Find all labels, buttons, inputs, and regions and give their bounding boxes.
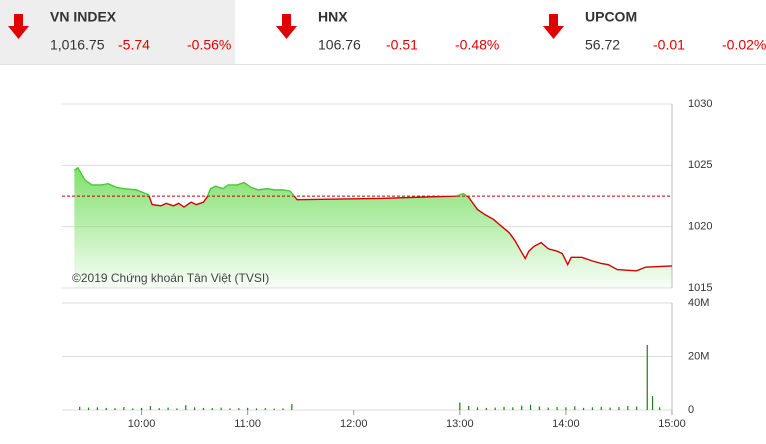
index-value: 1,016.75 — [50, 37, 105, 53]
volume-bar — [176, 408, 178, 410]
volume-bar — [291, 404, 293, 410]
index-name: HNX — [318, 9, 348, 25]
volume-bar — [591, 407, 594, 410]
y-tick-label: 1015 — [688, 282, 712, 294]
down-arrow — [8, 14, 29, 39]
active-tab — [0, 0, 235, 64]
volume-bar — [659, 407, 661, 410]
volume-bar — [140, 407, 143, 410]
volume-bar — [238, 408, 240, 410]
header: VN INDEX 1,016.75 -5.74 -0.56% HNX 106.76 -0.5… — [8, 9, 766, 53]
index-percent: -0.56% — [187, 37, 231, 53]
index-name: VN INDEX — [50, 9, 117, 25]
down-arrow — [543, 14, 564, 39]
x-tick-label: 15:00 — [658, 418, 686, 430]
watermark: ©2019 Chứng khoán Tân Việt (TVSI) — [72, 271, 269, 285]
down-arrow — [276, 14, 297, 39]
x-tick-label: 11:00 — [234, 418, 261, 430]
volume-bar — [582, 407, 585, 410]
volume-bar — [211, 408, 213, 410]
volume-bar — [247, 407, 249, 410]
volume-bar — [556, 407, 558, 410]
volume-bar — [503, 406, 505, 410]
volume-bar — [512, 407, 514, 410]
y-tick-label: 0 — [688, 404, 694, 416]
volume-bar — [494, 407, 496, 410]
volume-bar — [609, 407, 611, 410]
volume-bar — [264, 408, 266, 410]
volume-bar — [79, 406, 81, 410]
index-change: -5.74 — [118, 37, 150, 53]
y-tick-label: 1025 — [688, 159, 712, 171]
index-panel[interactable]: HNX 106.76 -0.51 -0.48% — [276, 9, 499, 53]
volume-bar — [105, 407, 107, 410]
index-panel[interactable]: VN INDEX 1,016.75 -5.74 -0.56% — [8, 9, 231, 53]
x-tick-label: 10:00 — [128, 418, 156, 430]
volume-bar — [476, 407, 479, 410]
volume-bar — [96, 407, 98, 410]
volume-bar — [123, 407, 125, 410]
volume-bar — [565, 407, 567, 410]
area — [74, 167, 672, 288]
volume-bar — [273, 408, 275, 410]
volume-bar — [114, 408, 116, 410]
index-name: UPCOM — [585, 9, 637, 25]
volume-bar — [202, 407, 205, 410]
index-value: 56.72 — [585, 37, 620, 53]
volume-bar — [468, 405, 470, 410]
index-panel[interactable]: UPCOM 56.72 -0.01 -0.02% — [543, 9, 766, 53]
volume-bar — [646, 344, 648, 410]
volume-bar — [255, 408, 258, 410]
volume-bar — [538, 406, 540, 410]
volume-bar — [485, 407, 487, 410]
index-percent: -0.48% — [455, 37, 499, 53]
volume-bar — [87, 407, 90, 410]
index-change: -0.51 — [386, 37, 418, 53]
volume-bar — [132, 408, 134, 410]
volume-bar — [158, 408, 160, 410]
volume-bar — [459, 402, 461, 410]
volume-bar — [636, 406, 638, 410]
volume-bar — [618, 407, 620, 410]
volume-bar — [194, 407, 196, 410]
volume-bar — [282, 408, 284, 410]
volume-bar — [521, 405, 523, 410]
volume-bar — [600, 406, 602, 410]
x-tick-label: 13:00 — [446, 418, 474, 430]
volume-bar — [529, 404, 532, 410]
volume-bar — [547, 407, 549, 410]
y-tick-label: 40M — [688, 297, 709, 309]
volume-bar — [185, 405, 187, 410]
volume-bar — [574, 406, 576, 410]
chart: 1015 1020 1025 1030 ©2019 Chứng khoán Tân Vi… — [62, 98, 712, 430]
index-change: -0.01 — [653, 37, 685, 53]
volume-bar — [149, 405, 152, 410]
volume-bar — [167, 407, 169, 410]
index-percent: -0.02% — [722, 37, 766, 53]
volume-bar — [229, 408, 231, 410]
volume-bar — [220, 407, 222, 410]
index-value: 106.76 — [318, 37, 361, 53]
volume-bar — [627, 405, 629, 410]
x-tick-label: 14:00 — [552, 418, 580, 430]
y-tick-label: 20M — [688, 350, 709, 362]
y-tick-label: 1020 — [688, 221, 712, 233]
volume-bar — [651, 396, 654, 410]
price-line — [73, 166, 673, 272]
y-tick-label: 1030 — [688, 98, 712, 110]
x-tick-label: 12:00 — [340, 418, 368, 430]
